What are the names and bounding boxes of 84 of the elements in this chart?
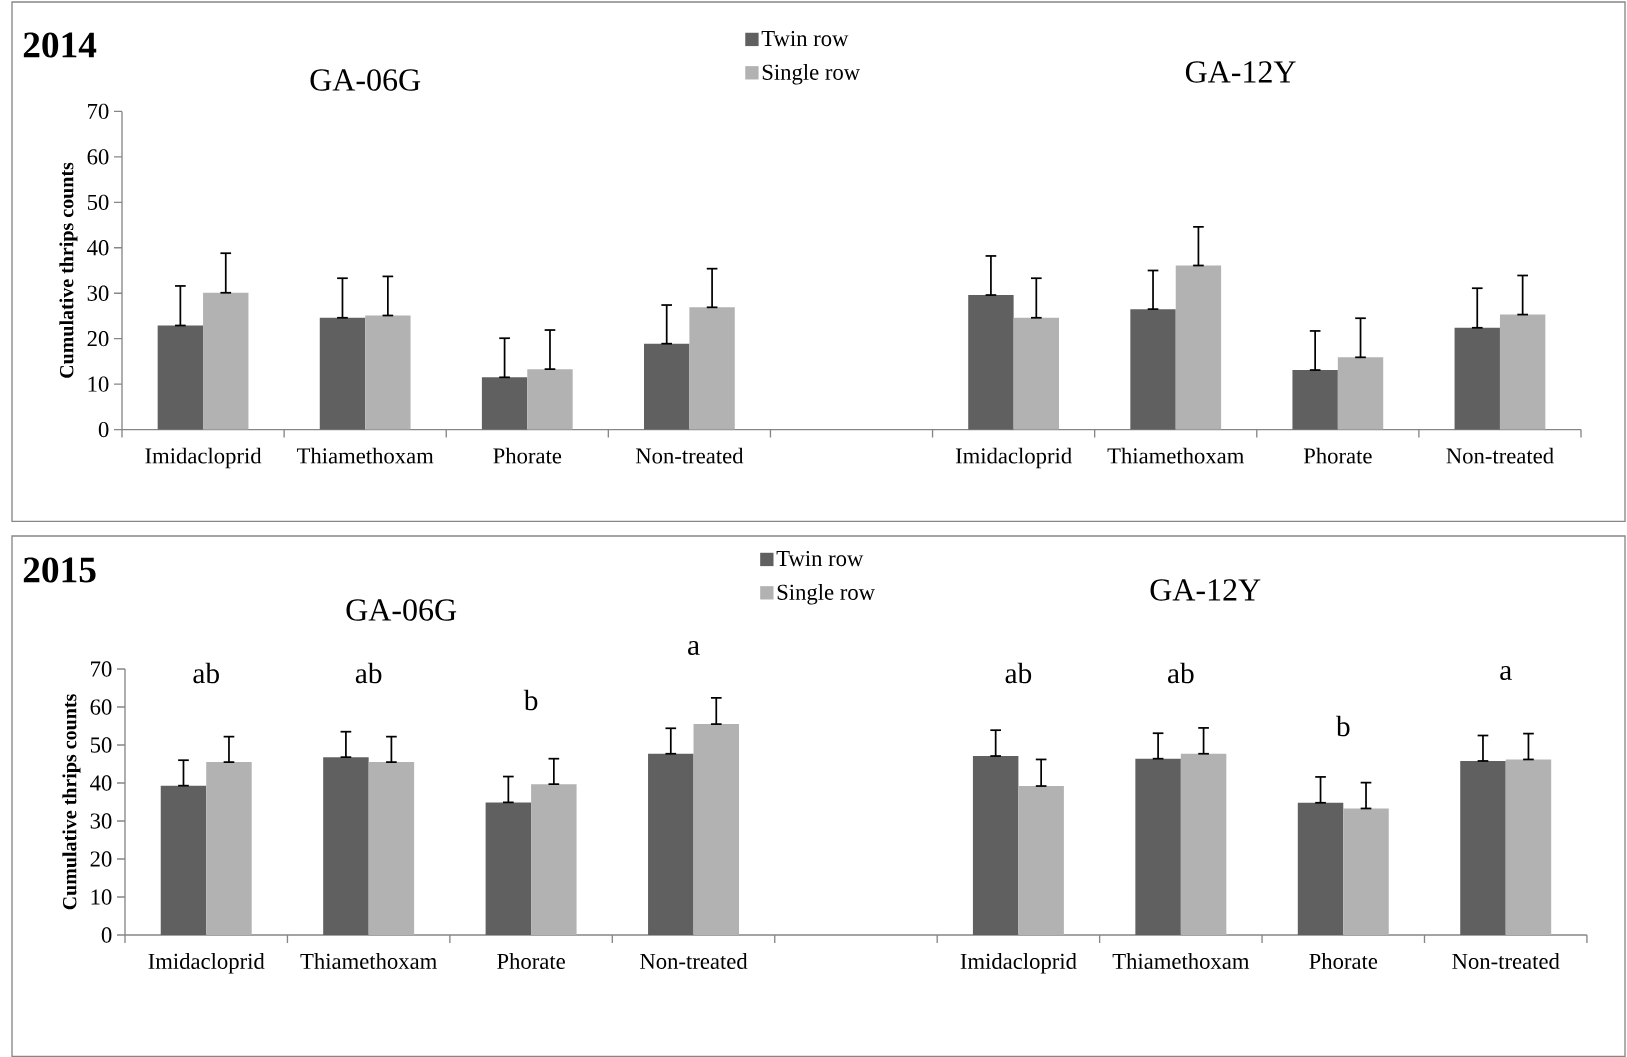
- bar: [968, 295, 1014, 430]
- y-tick-label: 10: [91, 889, 112, 905]
- y-tick-label: 20: [90, 851, 112, 867]
- y-tick-label: 30: [87, 285, 109, 301]
- bar: [648, 753, 694, 935]
- text: GA-12Y: [1185, 61, 1296, 83]
- x-tick-label: Imidacloprid: [145, 447, 262, 469]
- bar: [1343, 808, 1389, 935]
- text: GA-06G: [310, 69, 421, 91]
- x-tick-label: Non-treated: [1446, 447, 1554, 464]
- x-tick-label: Thiamethoxam: [1112, 953, 1250, 969]
- text: a: [688, 640, 700, 656]
- bar: [157, 325, 204, 430]
- y-axis-title: Cumulative thrips counts: [62, 694, 81, 910]
- y-tick-label: 0: [98, 421, 109, 438]
- y-tick-label: 70: [91, 661, 112, 677]
- x-tick-label: Thiamethoxam: [300, 953, 437, 969]
- bar: [203, 292, 249, 430]
- annotation: b: [523, 689, 538, 711]
- y-axis-title: Cumulative thrips counts: [59, 162, 78, 378]
- x-tick-label: Phorate: [493, 447, 562, 464]
- x-tick-label: Thiamethoxam: [1107, 447, 1244, 464]
- chart-title: 2014: [23, 32, 97, 58]
- bar: [1135, 758, 1181, 935]
- bar: [1337, 357, 1384, 430]
- chart-title: 2015: [23, 557, 96, 583]
- y-tick-label: 50: [87, 194, 109, 210]
- bar: [485, 802, 532, 935]
- bar: [644, 343, 690, 430]
- y-tick-label: 70: [88, 103, 109, 120]
- x-tick-label: Phorate: [1309, 953, 1378, 969]
- bar: [1175, 265, 1222, 430]
- y-tick-label: 20: [87, 331, 109, 347]
- bar: [1013, 317, 1059, 430]
- text: GA-12Y: [1150, 579, 1261, 601]
- x-tick-label: Non-treated: [640, 953, 748, 969]
- bar: [531, 784, 577, 935]
- x-tick-label: Imidacloprid: [960, 953, 1077, 974]
- bar: [1454, 327, 1500, 430]
- y-tick-label: 60: [87, 149, 109, 165]
- bar: [1505, 759, 1552, 935]
- bar: [527, 369, 573, 430]
- annotation: a: [1500, 665, 1512, 681]
- bar: [1460, 760, 1506, 935]
- bar: [368, 762, 415, 935]
- bar: [1130, 309, 1176, 430]
- y-tick-label: 60: [90, 699, 112, 715]
- annotation: ab: [193, 662, 219, 684]
- x-tick-label: Thiamethoxam: [296, 447, 434, 464]
- y-tick-label: 50: [90, 737, 112, 753]
- bar: [693, 724, 740, 935]
- bar: [972, 756, 1019, 935]
- bar: [481, 377, 528, 430]
- bar: [689, 307, 735, 430]
- bar: [1180, 753, 1227, 935]
- bar: [1292, 370, 1338, 430]
- y-tick-label: 10: [88, 376, 109, 392]
- x-tick-label: Phorate: [1303, 447, 1372, 464]
- y-tick-label: 40: [87, 240, 109, 256]
- annotation: ab: [1168, 662, 1194, 684]
- bar: [323, 757, 369, 935]
- annotation: b: [1335, 715, 1350, 737]
- y-tick-label: 40: [90, 775, 112, 791]
- x-tick-label: Non-treated: [1452, 953, 1560, 969]
- legend-label: Twin row: [761, 30, 849, 47]
- bar: [1018, 786, 1064, 935]
- legend-label: Single row: [762, 63, 861, 85]
- y-tick-label: 30: [90, 813, 112, 829]
- legend-label: Single row: [777, 583, 875, 605]
- x-tick-label: Non-treated: [635, 447, 744, 464]
- x-tick-label: Imidacloprid: [148, 953, 265, 974]
- bar: [1499, 314, 1546, 430]
- bar: [206, 762, 252, 935]
- bar: [1297, 802, 1344, 935]
- annotation: ab: [355, 662, 382, 684]
- bar: [365, 315, 411, 430]
- text: GA-06G: [346, 599, 457, 621]
- x-tick-label: Imidacloprid: [955, 447, 1072, 469]
- annotation: ab: [1005, 662, 1032, 684]
- legend-label: Twin row: [776, 550, 864, 567]
- bar: [160, 785, 207, 935]
- bar: [319, 317, 366, 430]
- x-tick-label: Phorate: [497, 953, 565, 969]
- y-tick-label: 0: [101, 927, 112, 943]
